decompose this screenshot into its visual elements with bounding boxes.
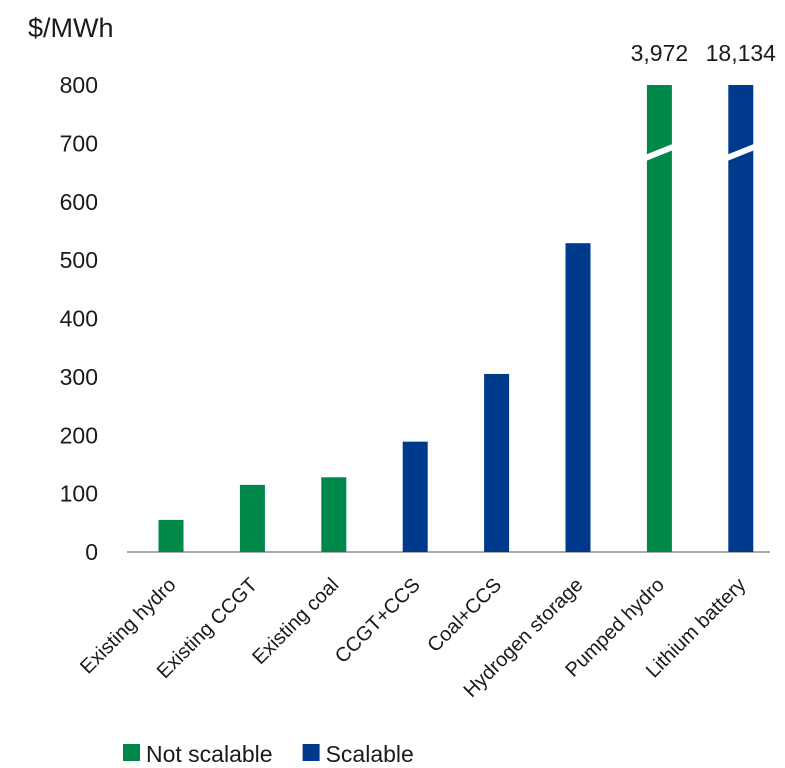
bar — [158, 519, 184, 552]
bars: 3,972 18,134 — [158, 40, 777, 553]
category-label: Coal+CCS — [423, 574, 506, 657]
bar-value-label: 18,134 — [706, 40, 777, 66]
y-tick-label: 300 — [60, 364, 98, 390]
category-label: CCGT+CCS — [331, 574, 425, 668]
bar — [321, 477, 347, 552]
bar — [484, 373, 510, 552]
y-axis-ticks: 0 100 200 300 400 500 600 700 800 — [60, 72, 98, 565]
legend-swatch — [123, 744, 140, 761]
y-tick-label: 700 — [60, 130, 98, 156]
y-axis-unit-label: $/MWh — [28, 13, 114, 43]
axis-break-mark — [722, 142, 760, 163]
y-tick-label: 800 — [60, 72, 98, 98]
legend-swatch — [302, 744, 320, 761]
bar — [402, 441, 428, 552]
bar — [646, 85, 672, 552]
bar-value-label: 3,972 — [631, 40, 689, 66]
y-tick-label: 600 — [60, 189, 98, 215]
category-label: Existing coal — [248, 574, 343, 669]
y-tick-label: 0 — [85, 539, 98, 565]
y-tick-label: 200 — [60, 422, 98, 448]
y-tick-label: 400 — [60, 306, 98, 332]
axis-break-mark — [640, 142, 679, 163]
y-tick-label: 100 — [60, 481, 98, 507]
legend: Not scalable Scalable — [123, 741, 414, 767]
bar — [239, 484, 265, 552]
bar — [565, 243, 591, 553]
legend-label: Scalable — [326, 741, 414, 767]
legend-label: Not scalable — [146, 741, 273, 767]
y-tick-label: 500 — [60, 247, 98, 273]
bar — [728, 85, 754, 552]
